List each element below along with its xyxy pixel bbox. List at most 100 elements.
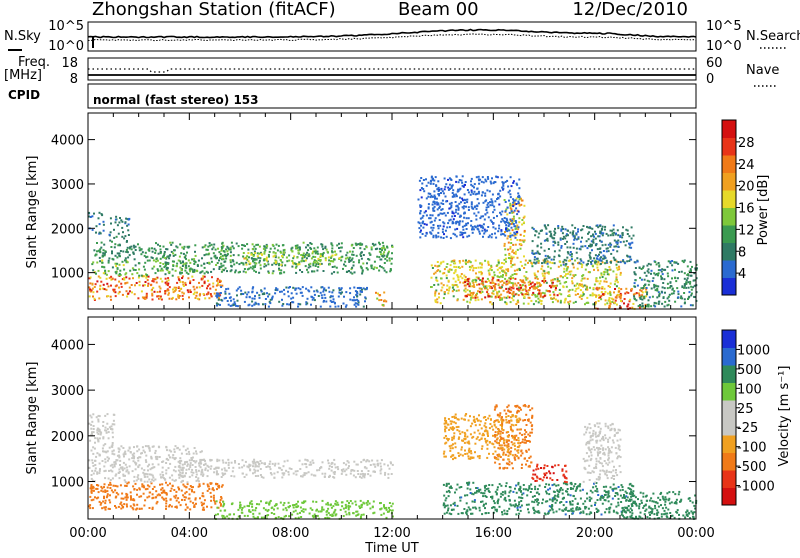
heatmap-cell: [616, 250, 618, 252]
heatmap-cell: [135, 483, 137, 485]
heatmap-cell: [144, 284, 146, 286]
heatmap-cell: [205, 244, 207, 246]
heatmap-cell: [322, 461, 324, 463]
heatmap-cell: [186, 506, 188, 508]
heatmap-cell: [508, 229, 510, 231]
heatmap-cell: [141, 508, 143, 510]
heatmap-cell: [306, 257, 308, 259]
heatmap-cell: [434, 201, 436, 203]
heatmap-cell: [266, 260, 268, 262]
heatmap-cell: [448, 189, 450, 191]
heatmap-cell: [173, 469, 175, 471]
heatmap-cell: [126, 249, 128, 251]
heatmap-cell: [147, 285, 149, 287]
heatmap-cell: [104, 477, 106, 479]
heatmap-cell: [246, 474, 248, 476]
heatmap-cell: [583, 225, 585, 227]
heatmap-cell: [683, 292, 685, 294]
heatmap-cell: [481, 298, 483, 300]
heatmap-cell: [95, 467, 97, 469]
heatmap-cell: [171, 298, 173, 300]
heatmap-cell: [254, 472, 256, 474]
heatmap-cell: [111, 464, 113, 466]
heatmap-cell: [90, 491, 92, 493]
heatmap-cell: [156, 458, 158, 460]
heatmap-cell: [274, 292, 276, 294]
heatmap-cell: [152, 257, 154, 259]
heatmap-cell: [250, 254, 252, 256]
heatmap-cell: [350, 272, 352, 274]
heatmap-cell: [670, 285, 672, 287]
heatmap-cell: [647, 280, 649, 282]
heatmap-cell: [302, 295, 304, 297]
heatmap-cell: [478, 183, 480, 185]
heatmap-cell: [217, 485, 219, 487]
y-tick-label: 4000: [51, 134, 84, 149]
heatmap-cell: [593, 287, 595, 289]
heatmap-cell: [150, 456, 152, 458]
heatmap-cell: [537, 278, 539, 280]
heatmap-cell: [174, 287, 176, 289]
heatmap-cell: [209, 288, 211, 290]
heatmap-cell: [343, 508, 345, 510]
heatmap-cell: [432, 196, 434, 198]
heatmap-cell: [465, 224, 467, 226]
heatmap-cell: [334, 302, 336, 304]
heatmap-cell: [222, 462, 224, 464]
heatmap-cell: [256, 461, 258, 463]
heatmap-cell: [523, 303, 525, 305]
heatmap-cell: [346, 252, 348, 254]
heatmap-cell: [113, 420, 115, 422]
heatmap-cell: [179, 243, 181, 245]
heatmap-cell: [481, 267, 483, 269]
heatmap-cell: [550, 298, 552, 300]
heatmap-cell: [444, 186, 446, 188]
heatmap-cell: [481, 283, 483, 285]
heatmap-cell: [218, 295, 220, 297]
heatmap-cell: [288, 260, 290, 262]
heatmap-cell: [126, 506, 128, 508]
heatmap-cell: [582, 278, 584, 280]
heatmap-cell: [435, 277, 437, 279]
heatmap-cell: [475, 279, 477, 281]
noise-traces: [88, 30, 696, 49]
heatmap-cell: [455, 222, 457, 224]
heatmap-cell: [461, 182, 463, 184]
heatmap-cell: [159, 265, 161, 267]
heatmap-cell: [601, 229, 603, 231]
heatmap-cell: [684, 272, 686, 274]
heatmap-cell: [263, 463, 265, 465]
heatmap-cell: [651, 288, 653, 290]
heatmap-cell: [238, 254, 240, 256]
heatmap-cell: [655, 302, 657, 304]
heatmap-cell: [546, 238, 548, 240]
heatmap-cell: [115, 485, 117, 487]
heatmap-cell: [285, 287, 287, 289]
heatmap-cell: [115, 496, 117, 498]
heatmap-cell: [438, 204, 440, 206]
heatmap-cell: [597, 499, 599, 501]
heatmap-cell: [109, 482, 111, 484]
heatmap-cell: [224, 517, 226, 519]
heatmap-cell: [491, 233, 493, 235]
heatmap-cell: [457, 213, 459, 215]
heatmap-cell: [174, 451, 176, 453]
heatmap-cell: [506, 291, 508, 293]
heatmap-cell: [145, 277, 147, 279]
heatmap-cell: [160, 252, 162, 254]
heatmap-cell: [334, 511, 336, 513]
heatmap-cell: [153, 480, 155, 482]
heatmap-cell: [682, 260, 684, 262]
heatmap-cell: [91, 450, 93, 452]
heatmap-cell: [109, 447, 111, 449]
heatmap-cell: [658, 301, 660, 303]
heatmap-cell: [317, 291, 319, 293]
heatmap-cell: [121, 504, 123, 506]
heatmap-cell: [124, 468, 126, 470]
heatmap-cell: [552, 282, 554, 284]
heatmap-cell: [233, 513, 235, 515]
heatmap-cell: [478, 211, 480, 213]
heatmap-cell: [135, 264, 137, 266]
heatmap-cell: [379, 463, 381, 465]
heatmap-cell: [552, 301, 554, 303]
